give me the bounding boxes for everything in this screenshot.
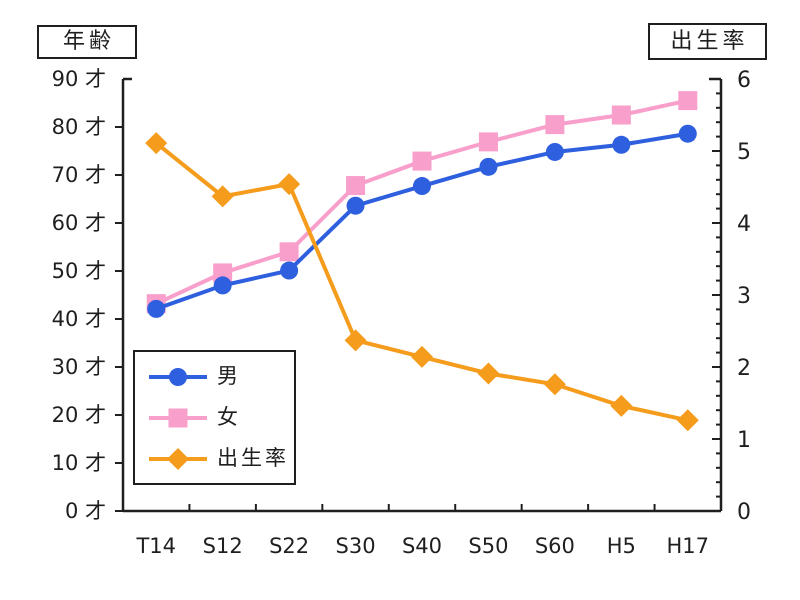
legend-item-female: 女	[147, 405, 294, 431]
series-female-marker	[678, 91, 698, 111]
legend-label: 出生率	[217, 446, 289, 470]
x-tick-label: S50	[468, 534, 508, 558]
y-right-tick-label: 3	[737, 284, 751, 309]
x-tick-label: H17	[667, 534, 710, 558]
series-birth-rate-marker	[211, 185, 234, 208]
left-axis-title: 年齢	[62, 29, 115, 54]
legend-label: 男	[217, 364, 241, 388]
series-male-marker	[346, 196, 365, 215]
x-tick-label: S12	[203, 534, 243, 558]
series-female-marker	[478, 132, 498, 152]
legend-item-male: 男	[147, 364, 294, 390]
series-male-marker	[612, 135, 631, 154]
y-left-tick-label: 50 才	[52, 259, 106, 283]
series-female-marker	[412, 151, 432, 171]
y-left-tick-label: 70 才	[52, 163, 106, 187]
series-female-marker	[611, 105, 631, 125]
legend-female-marker	[168, 408, 188, 427]
y-left-tick-label: 90 才	[52, 67, 106, 91]
series-female-marker	[279, 242, 299, 262]
x-tick-label: H5	[607, 534, 636, 558]
y-right-tick-label: 1	[737, 428, 751, 453]
series-male-marker	[213, 276, 232, 295]
y-left-tick-label: 30 才	[52, 355, 106, 379]
right-axis-title: 出生率	[670, 28, 749, 54]
series-birth-rate-marker	[543, 373, 566, 396]
series-male-marker	[678, 124, 697, 143]
series-male-marker	[280, 261, 299, 280]
series-female-marker	[346, 176, 366, 196]
y-right-tick-label: 0	[737, 500, 751, 525]
left-axis-title-box: 年齢	[37, 25, 137, 59]
legend-label: 女	[217, 405, 241, 429]
y-left-tick-label: 60 才	[52, 211, 106, 235]
series-male-marker	[147, 299, 166, 318]
series-birth-rate-marker	[344, 329, 367, 352]
y-left-tick-label: 40 才	[52, 307, 106, 331]
series-birth-rate	[145, 132, 699, 432]
series-female-line	[155, 98, 689, 306]
series-birth-rate-marker	[278, 173, 301, 196]
y-left-tick-label: 80 才	[52, 115, 106, 139]
series-male-marker	[479, 157, 498, 176]
legend-item-birth-rate: 出生率	[147, 446, 294, 472]
legend: 男女出生率	[133, 350, 296, 485]
x-tick-label: T14	[135, 534, 176, 558]
x-tick-label: S60	[535, 534, 575, 558]
x-tick-label: S40	[402, 534, 442, 558]
y-right-tick-label: 6	[737, 68, 751, 93]
y-left-tick-label: 0 才	[65, 499, 106, 523]
right-axis-title-box: 出生率	[648, 23, 767, 60]
ticks	[115, 78, 721, 512]
series-female-marker	[545, 115, 565, 135]
series-male-marker	[413, 177, 431, 196]
tick-labels: 0 才 10 才 20 才 30 才 40 才 50 才 60 才 70 才 80 才 90 才 0…	[52, 67, 751, 558]
series-birth-rate-marker	[145, 132, 168, 155]
series-female	[146, 91, 698, 314]
y-left-tick-label: 20 才	[52, 403, 106, 427]
y-right-tick-label: 4	[737, 212, 751, 237]
birth-rate-swatch-icon	[149, 447, 207, 470]
legend-male-marker	[169, 367, 187, 386]
series-male	[147, 124, 697, 318]
x-tick-label: S22	[269, 534, 309, 558]
male-swatch-icon	[149, 367, 207, 386]
series-birth-rate-marker	[610, 394, 633, 417]
y-right-tick-label: 5	[737, 140, 751, 165]
series-male-marker	[545, 142, 564, 161]
series-birth-rate-marker	[411, 345, 433, 368]
female-swatch-icon	[149, 408, 207, 427]
y-right-tick-label: 2	[737, 356, 751, 381]
series-female-marker	[213, 263, 233, 283]
legend-birth-rate-marker	[167, 447, 189, 470]
series-birth-rate-marker	[477, 362, 500, 385]
y-left-tick-label: 10 才	[52, 451, 106, 475]
series-birth-rate-marker	[676, 409, 699, 432]
x-tick-label: S30	[336, 534, 376, 558]
